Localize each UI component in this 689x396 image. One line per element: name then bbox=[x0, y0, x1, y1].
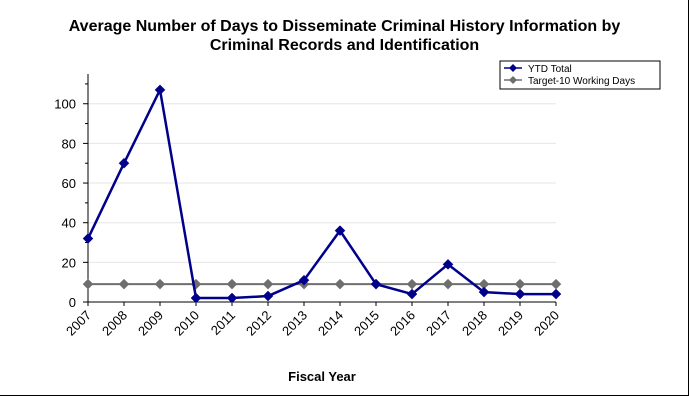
data-point bbox=[82, 233, 94, 244]
x-axis-label: Fiscal Year bbox=[288, 369, 356, 384]
y-tick-label: 60 bbox=[62, 176, 76, 191]
x-tick-label: 2007 bbox=[63, 308, 94, 339]
x-tick-label: 2017 bbox=[423, 308, 454, 339]
axes bbox=[87, 74, 556, 303]
data-point bbox=[406, 288, 418, 300]
y-tick-label: 40 bbox=[62, 216, 76, 231]
x-tick-label: 2010 bbox=[171, 308, 202, 339]
data-point bbox=[190, 292, 202, 304]
data-point bbox=[262, 278, 274, 290]
data-point bbox=[514, 288, 526, 300]
series-line bbox=[86, 88, 556, 300]
data-point bbox=[550, 278, 562, 290]
legend-label: Target-10 Working Days bbox=[528, 76, 635, 87]
legend-swatch-marker bbox=[509, 64, 517, 72]
y-tick-label: 100 bbox=[54, 97, 76, 112]
data-point bbox=[118, 278, 130, 290]
x-tick-label: 2018 bbox=[459, 308, 490, 339]
data-point bbox=[514, 278, 526, 290]
data-point bbox=[226, 278, 238, 290]
data-point bbox=[334, 278, 346, 290]
x-tick-label: 2015 bbox=[351, 308, 382, 339]
x-tick-label: 2016 bbox=[387, 308, 418, 339]
x-axis-ticks: 2007 2008 2009 2010 2011 2012 2013 2014 2015 2016… bbox=[63, 302, 562, 339]
y-axis-ticks: 0 20 40 60 80 100 bbox=[54, 83, 88, 310]
chart-title-line-1: Average Number of Days to Disseminate Cr… bbox=[68, 18, 621, 35]
x-tick-label: 2008 bbox=[99, 308, 130, 339]
x-tick-label: 2020 bbox=[531, 308, 562, 339]
x-tick-label: 2013 bbox=[279, 308, 310, 339]
data-point bbox=[406, 278, 418, 290]
data-point bbox=[370, 278, 382, 290]
x-tick-label: 2011 bbox=[208, 308, 238, 338]
data-point bbox=[154, 278, 166, 290]
legend-label: YTD Total bbox=[528, 64, 572, 75]
data-point bbox=[118, 157, 130, 169]
series-group bbox=[82, 84, 562, 304]
x-tick-label: 2012 bbox=[243, 308, 274, 339]
data-point bbox=[334, 225, 346, 236]
x-tick-label: 2009 bbox=[135, 308, 166, 339]
x-tick-label: 2019 bbox=[495, 308, 526, 339]
legend-swatch-marker bbox=[509, 76, 517, 84]
series-ytd-total bbox=[82, 84, 562, 304]
data-point bbox=[442, 258, 454, 270]
legend-box bbox=[499, 60, 661, 90]
data-point bbox=[154, 84, 166, 96]
data-point bbox=[82, 278, 94, 290]
data-point bbox=[226, 292, 238, 304]
data-point bbox=[550, 288, 562, 300]
x-tick-label: 2014 bbox=[315, 308, 346, 339]
chart-title-line-2: Criminal Records and Identification bbox=[209, 37, 480, 54]
data-point bbox=[478, 286, 490, 298]
series-target bbox=[82, 278, 562, 290]
chart-title: Average Number of Days to Disseminate Cr… bbox=[0, 17, 689, 55]
data-point bbox=[442, 278, 454, 290]
y-tick-label: 80 bbox=[62, 136, 76, 151]
data-point bbox=[298, 274, 310, 286]
data-point bbox=[262, 290, 274, 302]
gridlines bbox=[88, 103, 556, 263]
y-tick-label: 20 bbox=[62, 255, 76, 270]
y-tick-label: 0 bbox=[69, 295, 76, 310]
